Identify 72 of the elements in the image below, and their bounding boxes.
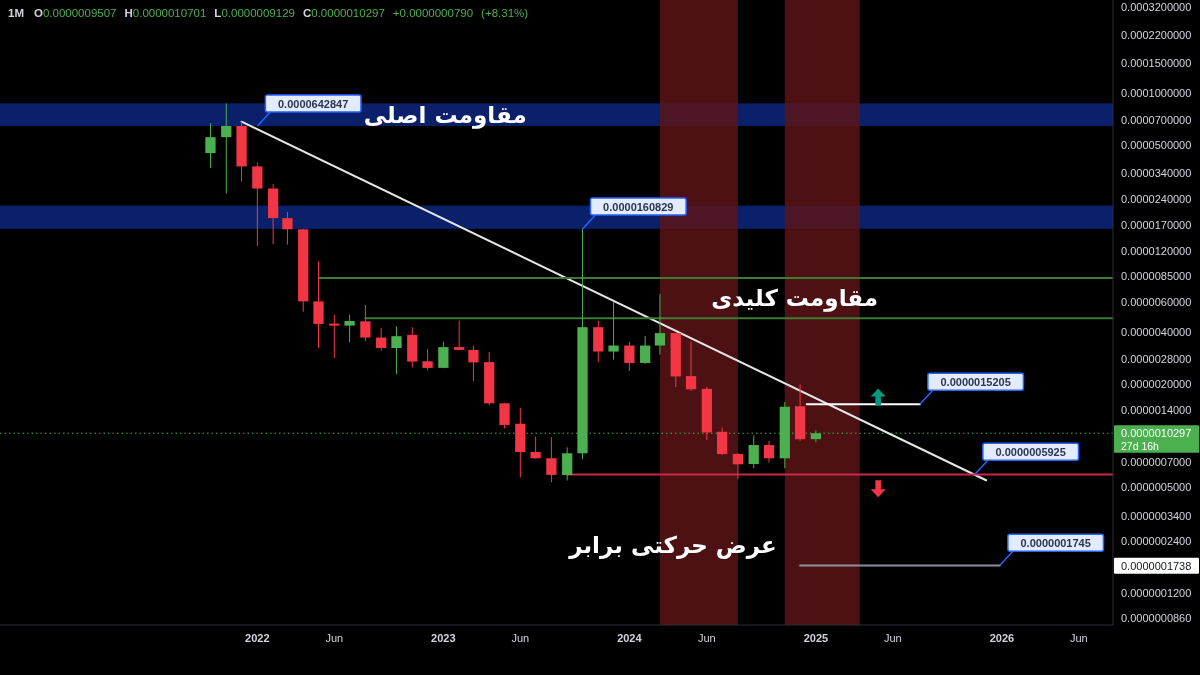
y-tick-label: 0.0000240000 bbox=[1121, 193, 1192, 206]
y-tick-label: 0.0000340000 bbox=[1121, 167, 1192, 180]
candlestick bbox=[454, 320, 465, 351]
x-tick-label: Jun bbox=[511, 632, 530, 644]
candlestick bbox=[624, 341, 635, 372]
candlestick bbox=[530, 436, 541, 460]
y-tick-label: 0.0000085000 bbox=[1121, 270, 1192, 283]
text: O0.0000009507 H0.0000010701 L0.0000009129 C0.0000010297 +0.0000000790 (+8.31%) bbox=[33, 7, 529, 19]
x-tick-label: 2026 bbox=[989, 632, 1015, 644]
y-tick-label: 0.0001500000 bbox=[1121, 56, 1192, 69]
candlestick bbox=[344, 314, 355, 343]
candlestick bbox=[422, 348, 433, 371]
y-tick-label: 0.0000170000 bbox=[1121, 218, 1192, 231]
annotation: 0.0000005925 bbox=[995, 446, 1066, 459]
candlestick bbox=[221, 102, 232, 195]
y-tick-label: 0.0000003400 bbox=[1121, 509, 1192, 522]
candlestick bbox=[252, 162, 263, 247]
annotation: مقاومت کلیدی bbox=[711, 285, 879, 313]
y-tick-label: 0.0000500000 bbox=[1121, 138, 1192, 151]
y-tick-label: 0.0000014000 bbox=[1121, 404, 1192, 417]
x-tick-label: Jun bbox=[325, 632, 344, 644]
ref-line-label: 0.0000010297 bbox=[1121, 427, 1192, 440]
y-tick-label: 0.0003200000 bbox=[1121, 0, 1192, 13]
candlestick bbox=[438, 341, 449, 369]
candlestick bbox=[640, 335, 651, 365]
candlestick bbox=[468, 345, 479, 382]
candlestick bbox=[562, 446, 573, 482]
y-tick-label: 0.0000007000 bbox=[1121, 455, 1192, 468]
x-tick-label: 2025 bbox=[803, 632, 829, 644]
candlestick bbox=[732, 452, 744, 480]
candlestick bbox=[282, 211, 293, 246]
candlestick bbox=[763, 440, 775, 464]
candlestick bbox=[329, 314, 340, 359]
candlestick bbox=[360, 304, 371, 342]
annotation: 0.0000160829 bbox=[603, 200, 674, 213]
x-tick-label: 2024 bbox=[617, 632, 643, 644]
y-tick-label: 0.0000005000 bbox=[1121, 480, 1192, 493]
x-tick-label: 2022 bbox=[245, 632, 270, 644]
candlestick bbox=[205, 122, 216, 169]
y-tick-label: 0.0000002400 bbox=[1121, 535, 1192, 548]
text: 27d 16h bbox=[1121, 440, 1160, 453]
candlestick bbox=[499, 402, 510, 429]
y-tick-label: 0.0001000000 bbox=[1121, 87, 1192, 100]
candlestick bbox=[546, 436, 557, 483]
candlestick bbox=[748, 434, 759, 469]
x-tick-label: Jun bbox=[883, 632, 902, 644]
candlestick bbox=[391, 325, 402, 375]
candlestick bbox=[313, 260, 324, 349]
y-tick-label: 0.0000060000 bbox=[1121, 296, 1192, 309]
x-tick-label: 2023 bbox=[431, 632, 456, 644]
y-tick-label: 0.0000120000 bbox=[1121, 244, 1192, 257]
text: 0.0000001738 bbox=[1121, 559, 1192, 572]
candlestick bbox=[376, 327, 387, 352]
annotation: 0.0000015205 bbox=[940, 376, 1011, 389]
y-tick-label: 0.0000028000 bbox=[1121, 352, 1192, 365]
y-tick-label: 0.0000020000 bbox=[1121, 377, 1192, 390]
band-label: مقاومت اصلی bbox=[363, 101, 527, 129]
text: 1M bbox=[8, 7, 24, 19]
candlestick bbox=[608, 301, 619, 361]
y-tick-label: 0.0002200000 bbox=[1121, 28, 1192, 41]
band-label: عرض حرکتی برابر bbox=[568, 532, 777, 559]
y-tick-label: 0.0000001200 bbox=[1121, 586, 1192, 599]
candlestick bbox=[716, 427, 728, 456]
annotation: 0.0000001745 bbox=[1020, 537, 1091, 550]
y-tick-label: 0.0000040000 bbox=[1121, 326, 1192, 339]
candlestick bbox=[654, 293, 666, 355]
candlestick bbox=[685, 341, 697, 392]
annotation: 0.0000642847 bbox=[277, 97, 349, 110]
y-tick-label: 0.0000000860 bbox=[1121, 611, 1192, 624]
x-tick-label: Jun bbox=[1069, 632, 1088, 644]
x-tick-label: Jun bbox=[697, 632, 716, 644]
y-tick-label: 0.0000700000 bbox=[1121, 113, 1192, 126]
